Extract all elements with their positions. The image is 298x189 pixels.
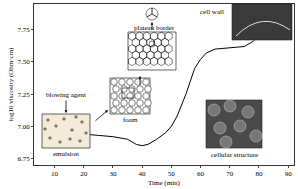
svg-text:90: 90 — [285, 170, 293, 178]
svg-text:cell wall: cell wall — [200, 8, 224, 16]
svg-text:80: 80 — [255, 170, 263, 178]
svg-text:50: 50 — [168, 170, 176, 178]
svg-text:60: 60 — [197, 170, 205, 178]
svg-text:foam: foam — [123, 116, 138, 124]
svg-text:30: 30 — [109, 170, 117, 178]
svg-text:7.75: 7.75 — [18, 26, 31, 34]
svg-text:emulsion: emulsion — [53, 150, 79, 158]
svg-text:7.50: 7.50 — [18, 58, 31, 66]
svg-text:log10 viscosity (Ohm·cm): log10 viscosity (Ohm·cm) — [7, 47, 15, 122]
svg-text:70: 70 — [226, 170, 234, 178]
svg-text:7.00: 7.00 — [18, 123, 31, 131]
svg-text:plateau border: plateau border — [134, 24, 175, 32]
svg-text:40: 40 — [139, 170, 147, 178]
svg-text:10: 10 — [51, 170, 59, 178]
svg-text:20: 20 — [80, 170, 88, 178]
svg-text:Time (min): Time (min) — [148, 179, 180, 187]
svg-text:7.25: 7.25 — [18, 91, 31, 99]
svg-text:6.75: 6.75 — [18, 155, 31, 163]
svg-text:cellular structure: cellular structure — [211, 151, 258, 159]
svg-text:blowing agent: blowing agent — [46, 91, 86, 99]
